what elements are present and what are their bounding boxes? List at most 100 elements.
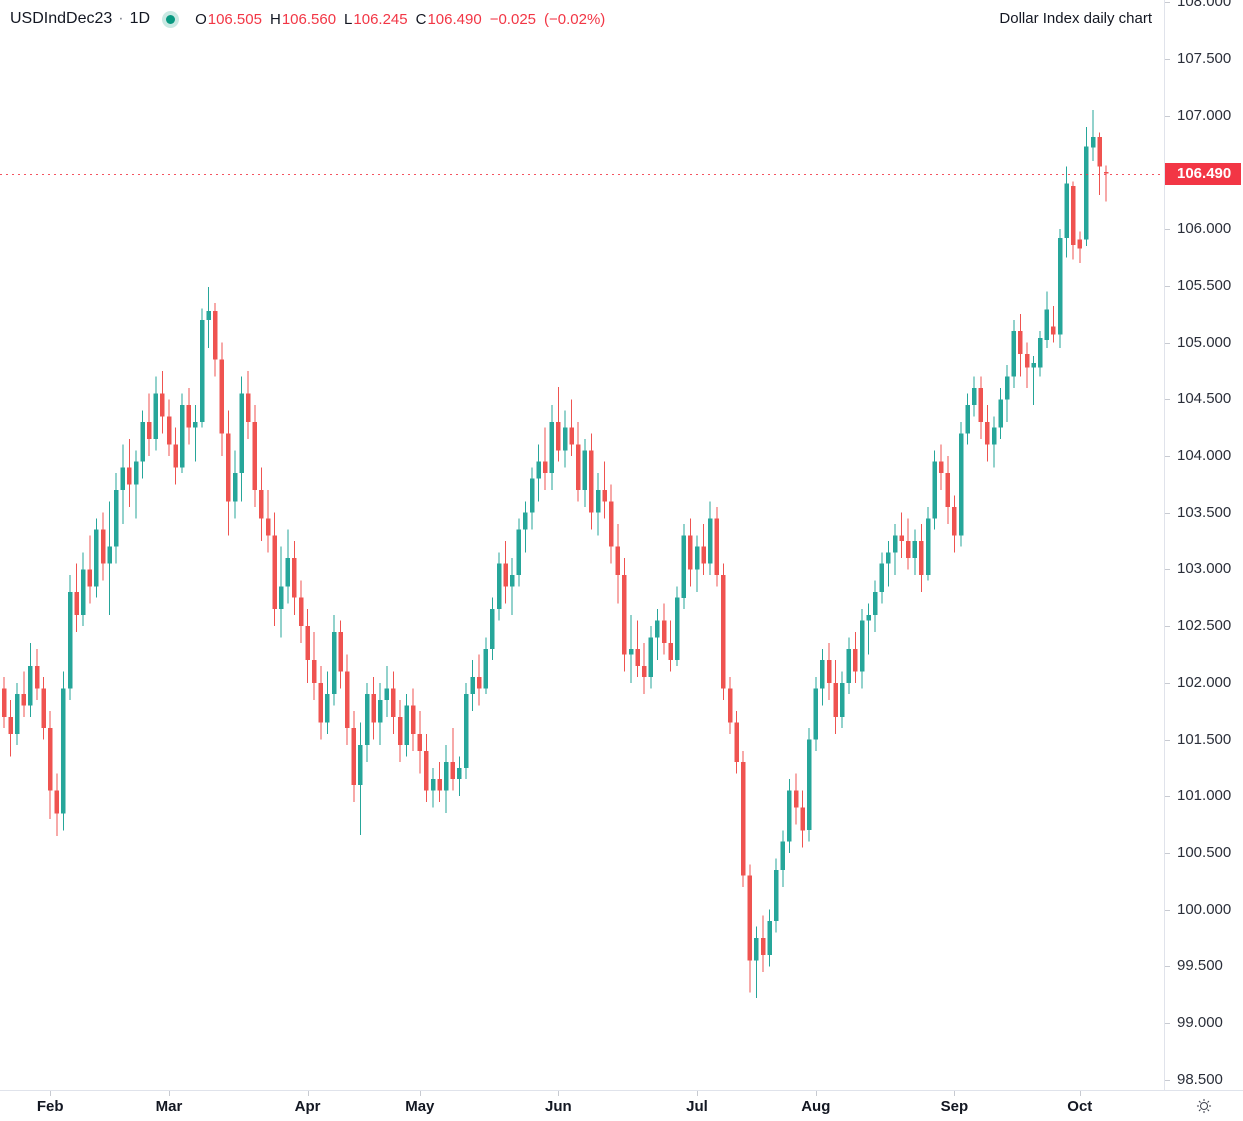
open-value: 106.505 — [207, 10, 262, 28]
ohlc-values: O 106.505 H 106.560 L 106.245 C 106.490 … — [195, 11, 605, 28]
price-tick — [1165, 115, 1170, 117]
price-axis-label: 100.000 — [1177, 900, 1232, 918]
candle — [1077, 239, 1083, 249]
candle — [688, 535, 693, 570]
candle — [1004, 376, 1010, 400]
candle — [899, 535, 904, 542]
candle — [747, 875, 753, 961]
price-tick — [1165, 59, 1170, 60]
candle — [800, 807, 805, 831]
candle — [985, 421, 990, 445]
month-label: Oct — [1067, 1098, 1093, 1115]
candle — [1103, 171, 1109, 174]
candle — [344, 671, 350, 729]
candle — [536, 461, 541, 479]
candle — [1057, 238, 1063, 335]
candle — [866, 614, 871, 621]
candle — [285, 558, 291, 587]
candlestick-chart[interactable]: USDIndDec23 · 1D O 106.505 H 106.560 L 1… — [0, 0, 1164, 1090]
candle — [212, 310, 218, 360]
month-tick — [169, 1091, 170, 1096]
candle — [1051, 326, 1056, 335]
month-label: Aug — [801, 1098, 831, 1115]
candle — [635, 648, 640, 666]
price-tick — [1165, 229, 1170, 231]
candle — [437, 779, 442, 791]
candle — [879, 563, 885, 593]
candle — [529, 478, 535, 513]
price-axis-label: 104.500 — [1177, 390, 1232, 408]
candle — [87, 569, 93, 587]
month-tick — [558, 1091, 560, 1096]
candle — [404, 705, 409, 746]
candle — [179, 404, 185, 468]
price-axis-label: 100.500 — [1177, 843, 1232, 861]
candle — [853, 648, 858, 672]
candle — [602, 490, 607, 502]
candle — [965, 404, 970, 434]
month-label: Feb — [36, 1098, 64, 1115]
candle — [34, 665, 40, 689]
price-axis[interactable]: 106.490 108.000 107.500 107.000 106.000 105.… — [1164, 0, 1243, 1120]
time-axis[interactable]: Feb Mar Apr May Jun Jul Aug Sep Oct — [0, 1090, 1243, 1121]
candle — [694, 546, 700, 570]
candle — [384, 688, 390, 700]
price-tick — [1165, 626, 1170, 628]
price-tick — [1165, 399, 1170, 401]
change-value: −0.025 — [489, 10, 536, 28]
chart-legend: USDIndDec23 · 1D O 106.505 H 106.560 L 1… — [10, 8, 605, 30]
candle — [371, 694, 376, 723]
price-axis-label: 102.500 — [1177, 617, 1232, 635]
candle — [127, 467, 132, 485]
candle — [305, 626, 310, 661]
price-axis-label: 103.500 — [1177, 503, 1232, 521]
candle — [490, 609, 495, 649]
candle — [80, 569, 86, 615]
candle — [1011, 331, 1017, 377]
candle — [1097, 137, 1102, 167]
candle — [681, 535, 687, 598]
candle — [430, 779, 436, 791]
candle — [74, 592, 79, 615]
candle — [8, 716, 13, 734]
candle — [166, 416, 172, 445]
price-tick — [1165, 739, 1170, 741]
price-tick — [1165, 569, 1170, 571]
candle — [311, 660, 317, 683]
month-label: May — [405, 1098, 435, 1115]
candle — [773, 870, 779, 921]
candle — [787, 790, 792, 842]
candle — [1, 688, 7, 717]
legend-separator: · — [118, 10, 124, 27]
month-tick — [50, 1091, 52, 1096]
candle — [641, 665, 647, 678]
change-percent: (−0.02%) — [544, 10, 606, 28]
price-axis-label: 105.500 — [1177, 276, 1232, 294]
candle — [991, 427, 997, 445]
candle — [450, 762, 456, 780]
open-label: O — [195, 10, 207, 28]
price-axis-label: 98.500 — [1177, 1070, 1223, 1088]
symbol-name[interactable]: USDIndDec23 — [10, 10, 113, 27]
candle — [919, 541, 924, 575]
month-label: Mar — [155, 1098, 183, 1115]
candle — [952, 507, 957, 536]
candle — [140, 421, 145, 462]
market-status-icon[interactable] — [162, 10, 180, 28]
candle — [734, 722, 739, 763]
month-tick — [954, 1091, 956, 1096]
candle — [391, 688, 396, 717]
time-axis-settings-gear-icon[interactable] — [1196, 1098, 1212, 1114]
candle — [727, 688, 733, 723]
candle — [978, 387, 984, 422]
candle — [463, 694, 469, 768]
candle — [120, 467, 126, 490]
candle — [245, 393, 251, 422]
candle — [483, 648, 489, 689]
interval-label[interactable]: 1D — [129, 10, 151, 27]
candle — [41, 688, 46, 729]
price-axis-label: 102.000 — [1177, 673, 1232, 691]
price-tick — [1165, 512, 1170, 514]
price-tick — [1165, 796, 1170, 798]
candle — [100, 529, 106, 564]
